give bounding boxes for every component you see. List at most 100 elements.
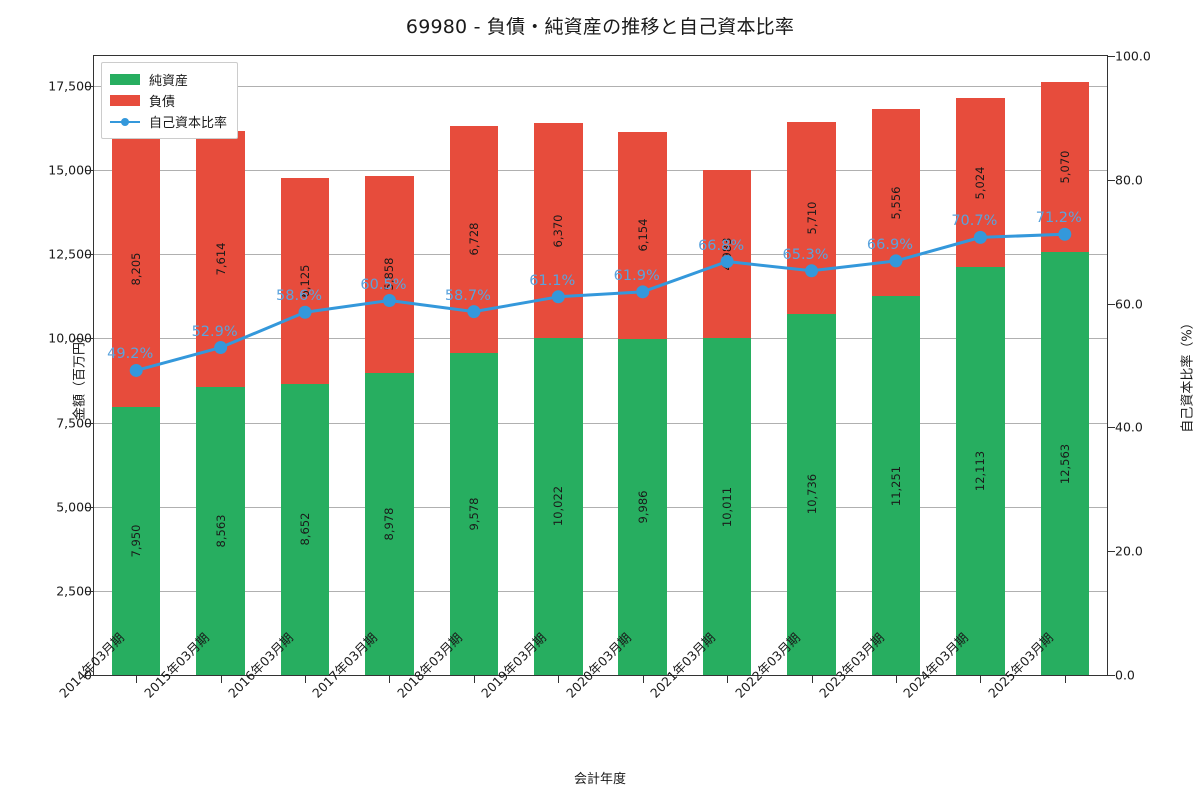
equity-ratio-marker[interactable]: [214, 341, 228, 355]
gridline: [94, 254, 1107, 256]
y-axis-left-tick-mark: [86, 338, 93, 340]
bar-segment-net-assets[interactable]: 11,251: [871, 296, 921, 675]
legend-item-label: 純資産: [149, 74, 189, 89]
bar-group[interactable]: 10,736 5,710: [787, 56, 836, 675]
equity-ratio-value-label: 61.1%: [529, 272, 576, 289]
bar-group[interactable]: 9,578 6,728: [449, 56, 499, 675]
y-axis-left-label: 金額（百万円）: [72, 329, 88, 421]
bar-segment-net-assets[interactable]: 9,986: [618, 338, 667, 675]
bar-segment-liabilities[interactable]: 5,710: [787, 121, 836, 314]
x-axis-tick-mark: [642, 676, 644, 683]
equity-ratio-value-label: 52.9%: [191, 323, 238, 340]
equity-ratio-marker[interactable]: [382, 294, 396, 307]
x-axis-tick-mark: [305, 676, 307, 683]
bar-segment-liabilities[interactable]: 5,858: [365, 175, 414, 373]
y-axis-left-tick-mark: [86, 86, 93, 88]
y-axis-left-tick-mark: [86, 170, 93, 172]
bar-segment-net-assets[interactable]: 9,578: [449, 352, 499, 675]
legend-color-swatch: [110, 95, 140, 106]
gridline: [94, 170, 1107, 172]
y-axis-right-tick-label: 20.0: [1115, 543, 1143, 559]
y-axis-right-tick-label: 80.0: [1115, 172, 1143, 188]
legend-item[interactable]: 負債: [110, 90, 227, 111]
bar-segment-net-assets[interactable]: 10,022: [534, 337, 583, 675]
equity-ratio-marker[interactable]: [889, 254, 903, 268]
plot-area: 7,950 8,205 8,563 7,614 8,652 6,125 8,978 5,858…: [93, 55, 1108, 676]
equity-ratio-marker[interactable]: [551, 290, 565, 304]
chart-title: 69980 - 負債・純資産の推移と自己資本比率: [405, 16, 795, 38]
legend-item-label: 負債: [149, 95, 176, 110]
bar-group[interactable]: 7,950 8,205: [111, 56, 161, 675]
gridline: [94, 590, 1107, 592]
bar-segment-liabilities[interactable]: 6,125: [280, 177, 330, 384]
bar-segment-net-assets[interactable]: 8,652: [280, 383, 330, 675]
y-axis-right-tick-label: 100.0: [1115, 48, 1151, 64]
bar-segment-net-assets[interactable]: 7,950: [111, 407, 161, 675]
bar-segment-liabilities[interactable]: 5,070: [1040, 81, 1090, 253]
legend-item[interactable]: 自己資本比率: [110, 111, 227, 132]
legend-item-label: 自己資本比率: [149, 116, 228, 131]
equity-ratio-value-label: 66.9%: [866, 236, 913, 253]
bar-segment-net-assets[interactable]: 10,011: [702, 338, 752, 675]
y-axis-right-tick-mark: [1108, 179, 1115, 181]
equity-ratio-line: [134, 232, 1067, 372]
x-axis-tick-mark: [558, 676, 560, 683]
x-axis-tick-mark: [389, 676, 391, 683]
x-axis-tick-mark: [220, 676, 222, 683]
equity-ratio-marker[interactable]: [298, 305, 312, 319]
y-axis-left-tick-label: 5,000: [56, 499, 92, 515]
y-axis-right-label: 自己資本比率（%）: [1180, 316, 1196, 433]
equity-ratio-marker[interactable]: [467, 305, 481, 319]
equity-ratio-marker[interactable]: [1058, 227, 1072, 241]
bar-group[interactable]: 12,113 5,024: [956, 56, 1005, 675]
ratio-line-layer: [129, 227, 1072, 377]
bar-segment-net-assets[interactable]: 8,978: [365, 372, 414, 675]
y-axis-left-tick-label: 12,500: [48, 246, 92, 262]
bar-segment-liabilities[interactable]: 6,154: [618, 131, 667, 339]
bar-group[interactable]: 12,563 5,070: [1040, 56, 1090, 675]
y-axis-right-tick-mark: [1108, 551, 1115, 553]
y-axis-right-tick-label: 0.0: [1115, 667, 1135, 683]
y-axis-right-tick-mark: [1108, 56, 1115, 57]
legend-line-marker-icon: [110, 115, 140, 129]
x-axis-tick-mark: [980, 676, 982, 683]
equity-ratio-marker[interactable]: [636, 285, 650, 299]
bar-group[interactable]: 10,011 4,983: [702, 56, 752, 675]
bar-segment-net-assets[interactable]: 10,736: [787, 313, 836, 675]
gridlines: [94, 56, 1107, 675]
equity-ratio-marker[interactable]: [805, 264, 819, 278]
y-axis-right-tick-mark: [1108, 675, 1115, 676]
x-axis-tick-mark: [136, 676, 138, 683]
y-axis-left-tick-mark: [86, 590, 93, 592]
bar-segment-net-assets[interactable]: 8,563: [196, 386, 245, 675]
y-axis-right-tick-mark: [1108, 303, 1115, 305]
bar-segment-liabilities[interactable]: 8,205: [111, 131, 161, 408]
equity-ratio-marker[interactable]: [720, 255, 734, 269]
equity-ratio-value-label: 71.2%: [1035, 210, 1082, 227]
equity-ratio-value-label: 60.5%: [360, 276, 407, 293]
equity-ratio-marker[interactable]: [129, 363, 143, 377]
bar-group[interactable]: 8,652 6,125: [280, 56, 330, 675]
bar-group[interactable]: 8,978 5,858: [365, 56, 414, 675]
y-axis-left-tick-mark: [86, 422, 93, 424]
bar-group[interactable]: 9,986 6,154: [618, 56, 667, 675]
y-axis-left-tick-mark: [86, 506, 93, 508]
x-axis-tick-mark: [895, 676, 897, 683]
equity-ratio-value-label: 70.7%: [951, 213, 998, 230]
gridline: [94, 506, 1107, 508]
chart-legend: 純資産負債自己資本比率: [101, 62, 239, 139]
y-axis-left-tick-label: 15,000: [48, 162, 92, 178]
bar-series-layer: 7,950 8,205 8,563 7,614 8,652 6,125 8,978 5,858…: [94, 56, 1107, 675]
y-axis-right-tick-label: 40.0: [1115, 419, 1143, 435]
legend-color-swatch: [110, 74, 140, 85]
y-axis-right-tick-label: 60.0: [1115, 296, 1143, 312]
y-axis-left-tick-label: 17,500: [48, 78, 92, 94]
y-axis-left-tick-label: 2,500: [56, 583, 92, 599]
bar-segment-net-assets[interactable]: 12,563: [1040, 252, 1090, 675]
bar-segment-net-assets[interactable]: 12,113: [956, 267, 1005, 675]
equity-ratio-marker[interactable]: [973, 230, 987, 244]
gridline: [94, 422, 1107, 424]
bar-segment-liabilities[interactable]: 4,983: [702, 170, 752, 339]
legend-item[interactable]: 純資産: [110, 69, 227, 90]
